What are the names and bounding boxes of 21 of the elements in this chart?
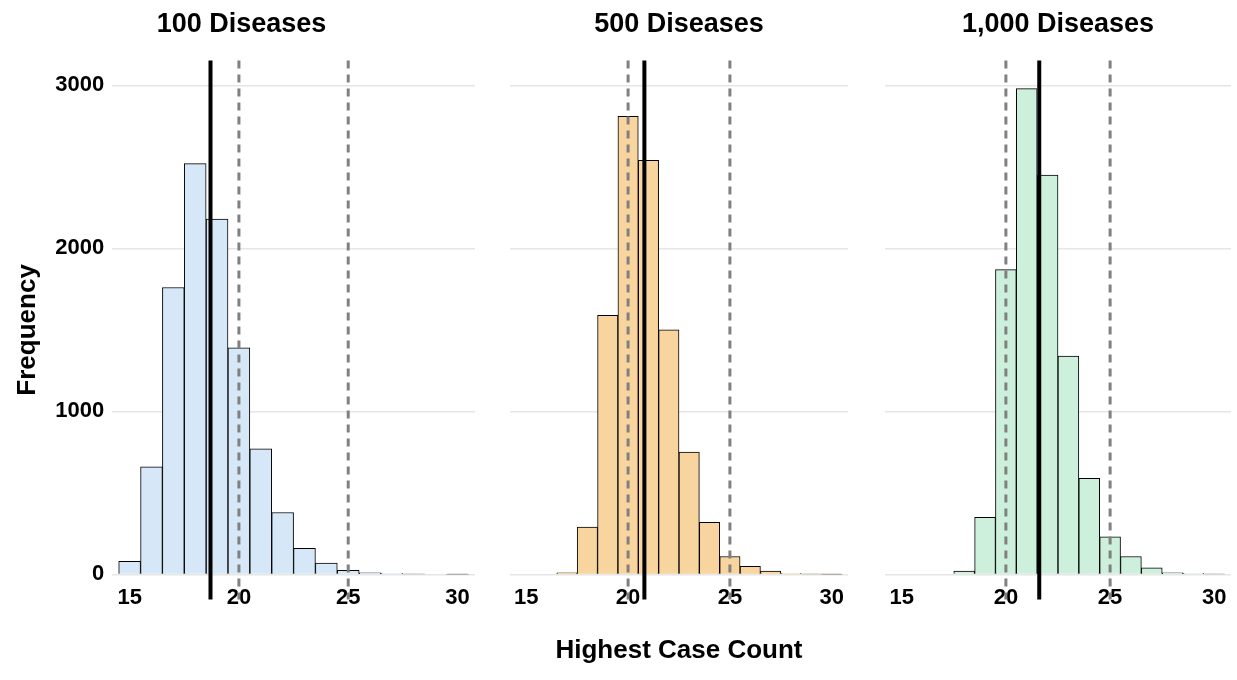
x-tick-label: 30 — [1202, 583, 1227, 609]
x-tick-label: 20 — [226, 583, 252, 609]
y-axis-title: Frequency — [10, 263, 41, 396]
x-tick-label: 15 — [117, 583, 142, 609]
chart-title: 1,000 Diseases — [961, 7, 1155, 38]
chart-title: 100 Diseases — [156, 7, 327, 38]
x-tick-label: 15 — [889, 583, 914, 609]
x-tick-label: 25 — [1097, 583, 1123, 609]
x-tick-label: 30 — [819, 583, 844, 609]
y-tick-label: 2000 — [55, 234, 105, 260]
x-tick-label: 30 — [445, 583, 470, 609]
y-tick-label: 0 — [91, 560, 105, 586]
chart-title: 500 Diseases — [594, 7, 764, 38]
x-tick-label: 20 — [993, 583, 1019, 609]
y-tick-label: 3000 — [55, 71, 105, 97]
x-tick-label: 25 — [335, 583, 361, 609]
x-tick-label: 15 — [514, 583, 539, 609]
y-tick-label: 1000 — [55, 397, 105, 423]
x-tick-label: 20 — [615, 583, 641, 609]
x-tick-label: 25 — [717, 583, 743, 609]
x-axis-title: Highest Case Count — [555, 633, 803, 664]
